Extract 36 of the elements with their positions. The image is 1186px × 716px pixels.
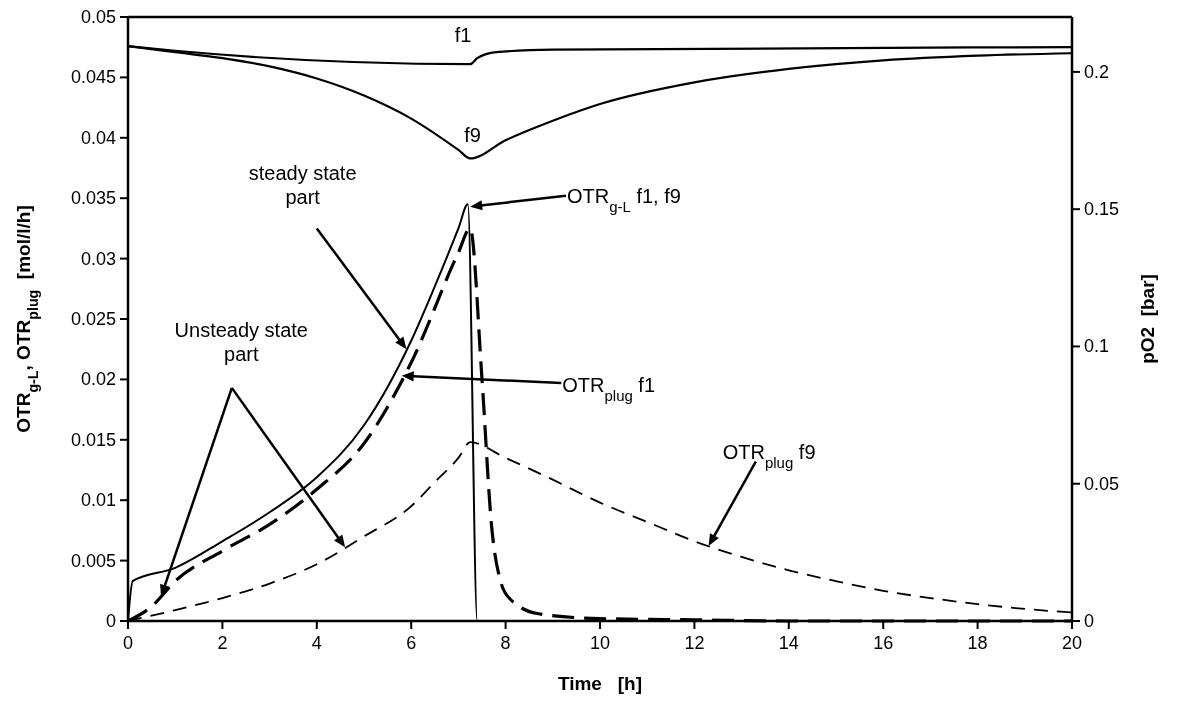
x-tick-label: 6 bbox=[406, 633, 417, 653]
y-tick-label: 0.025 bbox=[70, 309, 116, 329]
x-tick-label: 10 bbox=[589, 633, 611, 653]
x-axis-title: Time [h] bbox=[557, 673, 643, 694]
x-tick-label: 0 bbox=[122, 633, 134, 653]
annotation: Unsteady state part bbox=[174, 319, 308, 366]
y2-axis-title: pO2 [bar] bbox=[1137, 274, 1158, 364]
x-tick-label: 16 bbox=[873, 633, 894, 653]
y2-tick-label: 0.15 bbox=[1084, 199, 1120, 220]
x-tick-label: 2 bbox=[217, 633, 228, 653]
y-tick-label: 0.045 bbox=[70, 67, 116, 88]
y2-tick-label: 0.05 bbox=[1084, 473, 1120, 494]
y-tick-label: 0.015 bbox=[70, 429, 116, 450]
annotation: OTR$_{plug}$ f1 bbox=[562, 374, 656, 404]
y-tick-label: 0.02 bbox=[80, 369, 116, 390]
x-tick-label: 8 bbox=[500, 633, 511, 653]
x-tick-label: 4 bbox=[311, 633, 322, 653]
y-tick-label: 0.04 bbox=[80, 127, 116, 148]
y2-tick-label: 0.2 bbox=[1084, 61, 1110, 82]
annotation: OTR$_{plug}$ f9 bbox=[722, 440, 816, 471]
y-tick-label: 0.05 bbox=[80, 7, 116, 27]
x-tick-label: 12 bbox=[684, 633, 705, 653]
y-tick-label: 0.01 bbox=[80, 490, 116, 511]
x-tick-label: 20 bbox=[1061, 633, 1083, 653]
annotation: OTR$_{g-L}$ f1, f9 bbox=[566, 184, 681, 215]
x-tick-label: 14 bbox=[778, 633, 799, 653]
series-label: f1 bbox=[454, 23, 472, 46]
y-tick-label: 0 bbox=[105, 611, 116, 631]
y-tick-label: 0.03 bbox=[80, 248, 116, 269]
annotation: steady state part bbox=[248, 162, 357, 209]
y-tick-label: 0.005 bbox=[70, 550, 116, 571]
y-tick-label: 0.035 bbox=[70, 188, 116, 209]
y2-tick-label: 0.1 bbox=[1084, 336, 1110, 357]
x-tick-label: 18 bbox=[967, 633, 988, 653]
series-label: f9 bbox=[464, 124, 481, 147]
y2-tick-label: 0 bbox=[1084, 611, 1095, 631]
